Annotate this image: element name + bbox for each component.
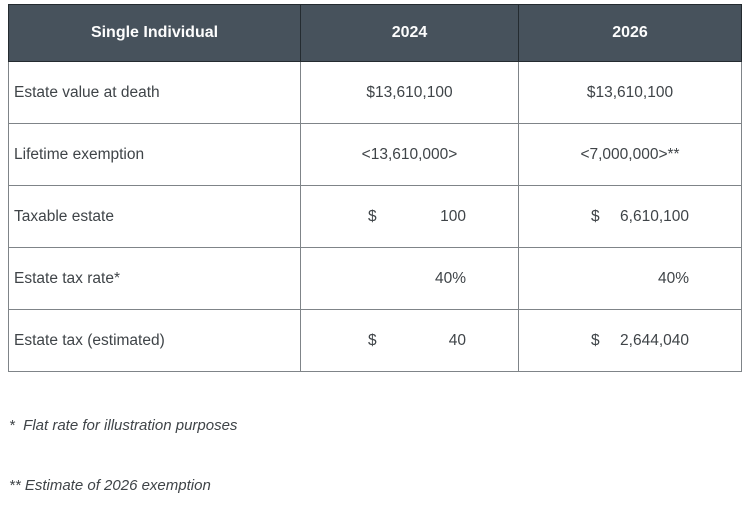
cell-estate-value-2026: $13,610,100: [518, 61, 742, 124]
cell-estate-value-2024: $13,610,100: [300, 61, 519, 124]
cell-taxable-estate-2026: $ 6,610,100: [518, 185, 742, 248]
currency-symbol: $: [591, 331, 600, 349]
money-value: $ 100: [368, 208, 466, 226]
money-value: $ 2,644,040: [591, 332, 689, 350]
cell-estate-tax-2024: $ 40: [300, 309, 519, 372]
amount-value: 2,644,040: [620, 331, 689, 349]
table-row-estate-tax-rate: Estate tax rate* 40% 40%: [8, 247, 742, 310]
row-label-estate-tax-rate: Estate tax rate*: [8, 247, 301, 310]
row-label-estate-tax-estimated: Estate tax (estimated): [8, 309, 301, 372]
table-body: Estate value at death $13,610,100 $13,61…: [8, 61, 742, 372]
row-label-taxable-estate: Taxable estate: [8, 185, 301, 248]
cell-lifetime-exemption-2026: <7,000,000>**: [518, 123, 742, 186]
footnote-2026-estimate: ** Estimate of 2026 exemption: [9, 477, 211, 494]
money-value: $ 40: [368, 332, 466, 350]
row-label-lifetime-exemption: Lifetime exemption: [8, 123, 301, 186]
amount-value: 100: [440, 207, 466, 225]
table-header: Single Individual 2024 2026: [8, 4, 742, 62]
column-header-2024: 2024: [300, 4, 519, 62]
table-row-taxable-estate: Taxable estate $ 100 $ 6,610,100: [8, 185, 742, 248]
table-row-estate-value: Estate value at death $13,610,100 $13,61…: [8, 61, 742, 124]
cell-estate-tax-rate-2026: 40%: [518, 247, 742, 310]
footnotes: * Flat rate for illustration purposes **…: [9, 376, 237, 516]
header-row: Single Individual 2024 2026: [8, 4, 742, 62]
cell-lifetime-exemption-2024: <13,610,000>: [300, 123, 519, 186]
amount-value: 40: [448, 331, 466, 349]
table-row-estate-tax-estimated: Estate tax (estimated) $ 40 $ 2,644,040: [8, 309, 742, 372]
cell-estate-tax-rate-2024: 40%: [300, 247, 519, 310]
currency-symbol: $: [368, 207, 377, 225]
amount-value: 6,610,100: [620, 207, 689, 225]
row-label-estate-value: Estate value at death: [8, 61, 301, 124]
cell-estate-tax-2026: $ 2,644,040: [518, 309, 742, 372]
cell-taxable-estate-2024: $ 100: [300, 185, 519, 248]
column-header-single-individual: Single Individual: [8, 4, 301, 62]
column-header-2026: 2026: [518, 4, 742, 62]
footnote-flat-rate: * Flat rate for illustration purposes: [9, 417, 238, 434]
estate-tax-comparison-table: Single Individual 2024 2026 Estate value…: [8, 4, 742, 372]
table-row-lifetime-exemption: Lifetime exemption <13,610,000> <7,000,0…: [8, 123, 742, 186]
currency-symbol: $: [368, 331, 377, 349]
money-value: $ 6,610,100: [591, 208, 689, 226]
currency-symbol: $: [591, 207, 600, 225]
